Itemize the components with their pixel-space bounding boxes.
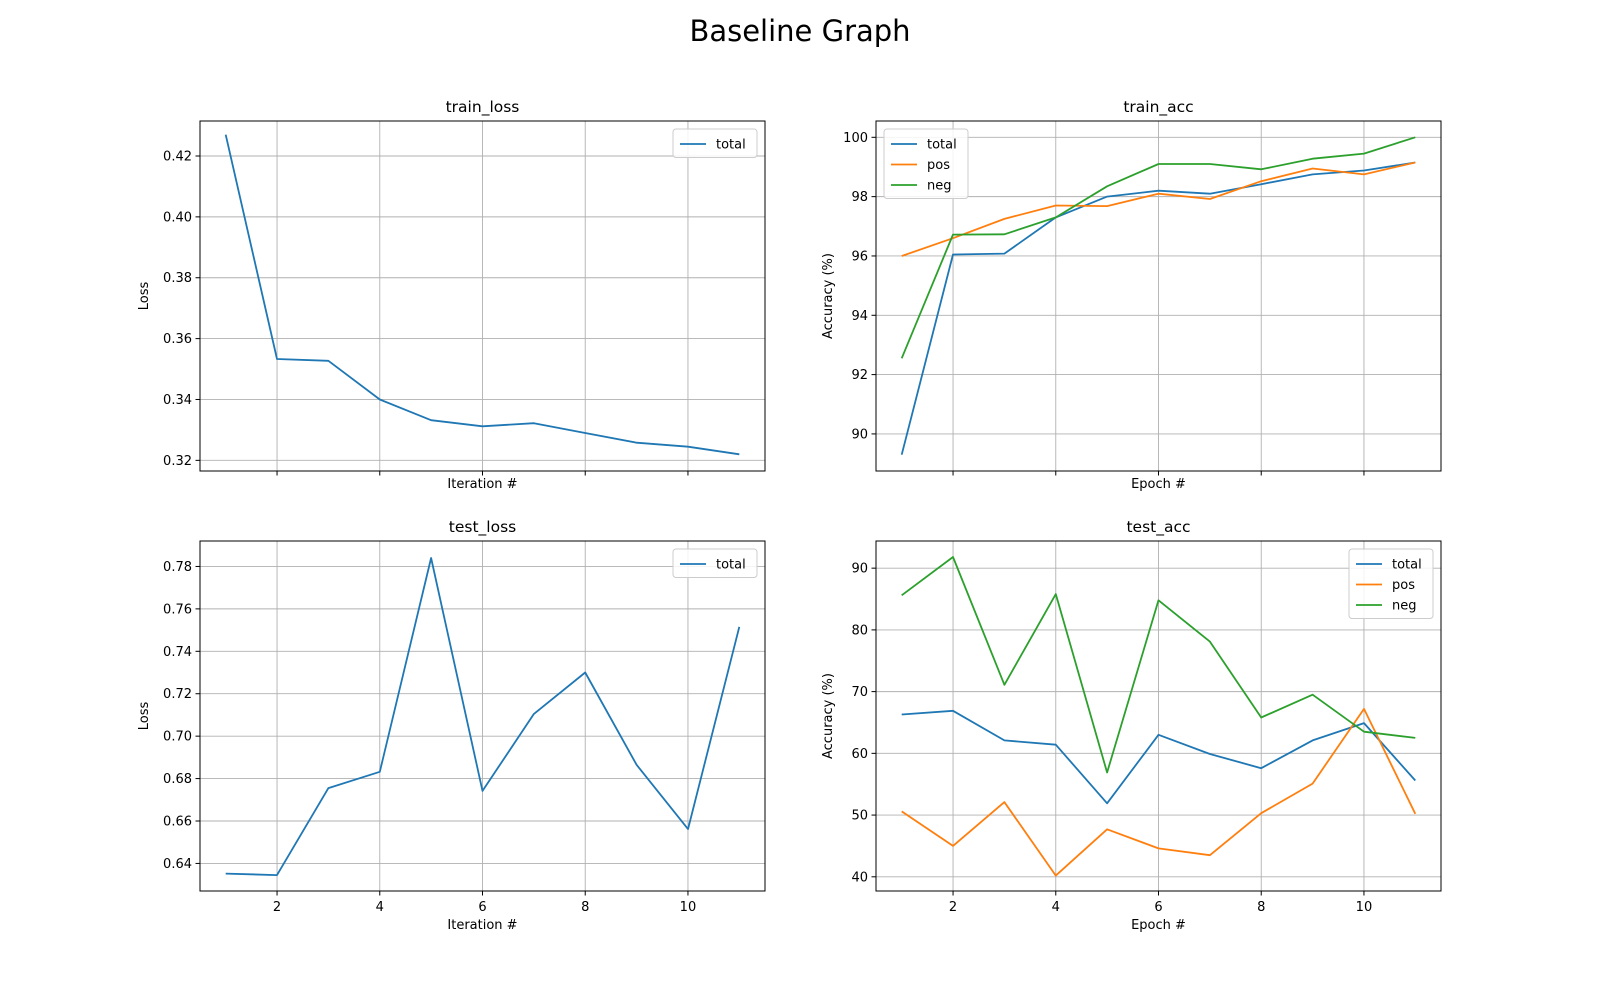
subplot-title: test_acc [1126,518,1190,537]
series-line-total [225,557,741,876]
y-tick-label: 0.66 [163,815,192,830]
y-tick-label: 94 [851,309,868,324]
legend-label-neg: neg [927,179,952,194]
legend-label-neg: neg [1392,599,1417,614]
legend-label-pos: pos [927,158,950,173]
series-line-neg [900,136,1416,359]
y-tick-label: 60 [851,747,868,762]
series-line-pos [901,708,1417,877]
y-axis-label: Loss [137,702,152,731]
y-tick-label: 96 [851,249,868,264]
train-acc-panel: 90 92 94 96 98 100 train_acc Epoch # Accuracy (%… [821,98,1442,492]
legend-box [672,548,758,578]
y-tick-label: 90 [851,562,868,577]
subplot-title: test_loss [449,518,516,537]
y-tick-label: 0.42 [163,150,192,165]
test-acc-panel: 2 4 6 8 10 40 50 60 70 80 90 test_acc Epoch # Accurac… [821,518,1442,933]
series-line-total [224,134,740,456]
legend-label-total: total [927,138,957,153]
y-tick-label: 0.74 [163,645,192,660]
y-tick-label: 0.76 [163,602,192,617]
axes-frame [875,540,1442,892]
y-tick-label: 0.40 [163,210,192,225]
y-tick-label: 0.34 [163,393,192,408]
x-tick-label: 2 [273,900,281,915]
x-tick-label: 10 [1356,900,1373,915]
subplot-title: train_acc [1123,98,1193,117]
test-loss-panel: 2 4 6 8 10 0.64 0.66 0.68 0.70 0.72 0.74 0.76 0.78 te… [137,518,766,933]
x-tick-label: 6 [1154,900,1162,915]
y-tick-label: 0.78 [163,560,192,575]
y-tick-label: 90 [851,427,868,442]
legend: total [672,128,758,158]
y-tick-label: 80 [851,623,868,638]
y-tick-label: 0.72 [163,687,192,702]
series-line-total [901,709,1416,805]
legend: total pos neg [883,128,969,199]
legend-label-pos: pos [1392,578,1415,593]
y-tick-label: 50 [851,809,868,824]
y-tick-label: 70 [851,685,868,700]
x-axis-label: Iteration # [447,477,517,492]
y-tick-label: 0.70 [163,730,192,745]
y-tick-label: 98 [851,190,868,205]
y-tick-label: 0.36 [163,332,192,347]
legend-box [672,128,758,158]
x-axis-label: Epoch # [1131,477,1186,492]
x-tick-label: 10 [680,900,697,915]
x-tick-label: 6 [478,900,486,915]
legend-label-total: total [716,558,746,573]
legend-box [1348,548,1434,619]
x-tick-label: 8 [1257,900,1265,915]
x-axis-label: Epoch # [1131,918,1186,933]
x-tick-label: 8 [581,900,589,915]
y-tick-label: 0.32 [163,454,192,469]
legend: total [672,548,758,578]
y-tick-label: 92 [851,368,868,383]
axes-frame [199,540,766,892]
y-tick-label: 0.38 [163,271,192,286]
legend: total pos neg [1348,548,1434,619]
axes-frame [199,120,766,472]
y-tick-label: 0.68 [163,772,192,787]
y-axis-label: Accuracy (%) [821,673,836,759]
series-line-pos [901,161,1416,257]
y-axis-label: Accuracy (%) [821,253,836,339]
legend-label-total: total [716,138,746,153]
legend-box [883,128,969,199]
y-tick-label: 100 [843,131,868,146]
series-line-neg [901,556,1416,774]
axes-frame [875,120,1442,472]
x-tick-label: 2 [949,900,957,915]
series-line-total [900,161,1416,455]
figure-title: Baseline Graph [689,14,911,48]
train-loss-panel: 0.32 0.34 0.36 0.38 0.40 0.42 train_loss Iterat… [137,98,766,492]
y-axis-label: Loss [137,282,152,311]
x-axis-label: Iteration # [447,918,517,933]
x-tick-label: 4 [1052,900,1060,915]
subplot-title: train_loss [446,98,520,117]
y-tick-label: 0.64 [163,857,192,872]
y-tick-label: 40 [851,870,868,885]
x-tick-label: 4 [376,900,384,915]
legend-label-total: total [1392,558,1422,573]
